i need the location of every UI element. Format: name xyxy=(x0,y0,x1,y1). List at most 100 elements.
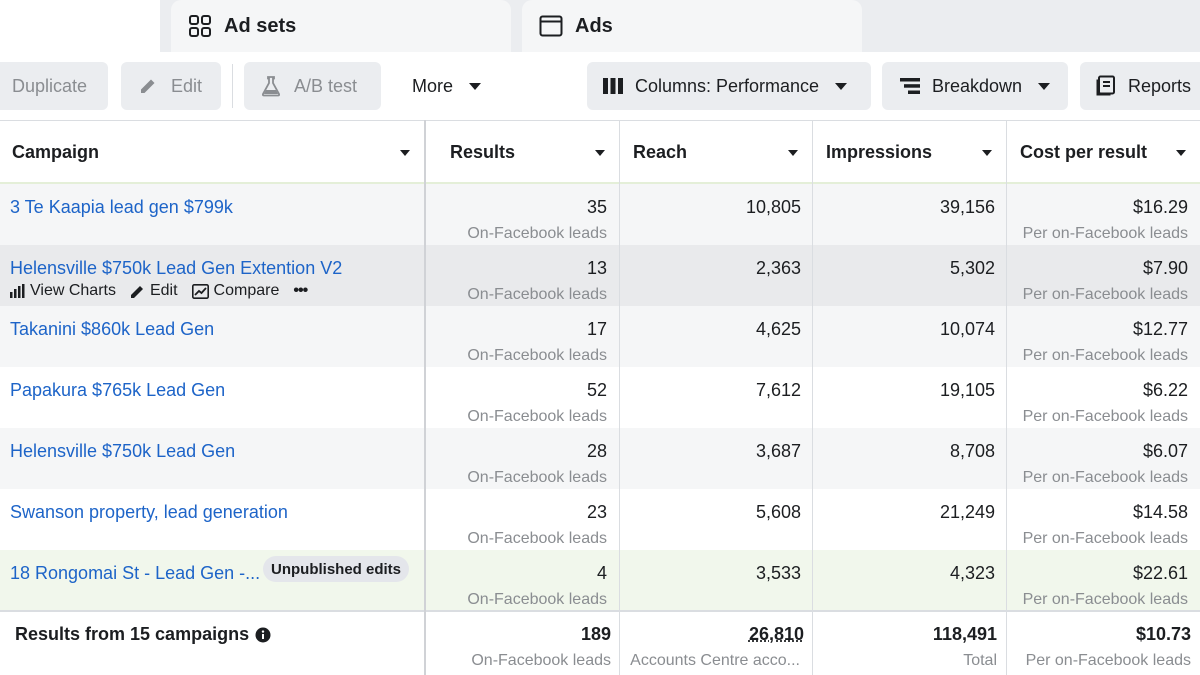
footer-label: Results from 15 campaigns xyxy=(15,624,271,645)
more-actions-icon[interactable]: ••• xyxy=(293,282,308,299)
edit-action-label: Edit xyxy=(149,282,178,299)
caret-down-icon xyxy=(469,82,482,90)
ab-test-button[interactable]: A/B test xyxy=(244,62,381,110)
more-dropdown[interactable]: More xyxy=(398,62,495,110)
impressions-value: 5,302 xyxy=(949,258,995,278)
compare-action[interactable]: Compare xyxy=(191,282,280,300)
view-charts-action[interactable]: View Charts xyxy=(10,282,116,300)
table-row[interactable]: Helensville $750k Lead Gen 28 On-Facebook … xyxy=(0,428,1200,489)
header-cost-label: Cost per result xyxy=(1020,141,1148,162)
grid-icon xyxy=(188,14,212,38)
reach-value: 7,612 xyxy=(755,380,801,400)
sort-caret-icon xyxy=(1176,150,1186,156)
duplicate-label: Duplicate xyxy=(12,75,88,96)
edit-action[interactable]: Edit xyxy=(130,282,178,300)
sort-caret-icon xyxy=(982,150,992,156)
duplicate-button[interactable]: Duplicate xyxy=(0,62,108,110)
cost-per-result-value: $16.29 xyxy=(1132,197,1188,217)
campaign-name-link[interactable]: 3 Te Kaapia lead gen $799k xyxy=(10,197,233,217)
more-label: More xyxy=(412,75,454,96)
results-value: 4 xyxy=(596,563,607,583)
reports-dropdown[interactable]: Reports xyxy=(1080,62,1200,110)
column-divider xyxy=(812,120,813,675)
impressions-value: 21,249 xyxy=(939,502,995,522)
breakdown-label: Breakdown xyxy=(932,75,1023,96)
column-divider xyxy=(424,120,426,675)
campaign-name-link[interactable]: Swanson property, lead generation xyxy=(10,502,288,522)
footer-reach-value: 26,810 xyxy=(748,624,804,644)
toolbar-divider xyxy=(232,64,233,108)
edit-button[interactable]: Edit xyxy=(121,62,221,110)
columns-dropdown[interactable]: Columns: Performance xyxy=(587,62,871,110)
results-value: 23 xyxy=(586,502,607,522)
ab-test-label: A/B test xyxy=(294,75,358,96)
cost-per-result-type: Per on-Facebook leads xyxy=(1022,408,1188,425)
footer-impressions-sub: Total xyxy=(963,652,997,669)
results-type: On-Facebook leads xyxy=(467,591,607,608)
table-row[interactable]: Swanson property, lead generation 23 On-Fa… xyxy=(0,489,1200,550)
cost-per-result-value: $7.90 xyxy=(1142,258,1188,278)
caret-down-icon xyxy=(1038,82,1051,90)
view-charts-label: View Charts xyxy=(30,282,116,299)
table-row[interactable]: Papakura $765k Lead Gen 52 On-Facebook lea… xyxy=(0,367,1200,428)
header-impressions[interactable]: Impressions xyxy=(812,121,1006,183)
breakdown-dropdown[interactable]: Breakdown xyxy=(882,62,1068,110)
header-reach-label: Reach xyxy=(633,141,688,162)
compare-label: Compare xyxy=(213,282,280,299)
campaign-name-link[interactable]: Helensville $750k Lead Gen Extention V2 xyxy=(10,258,343,278)
tab-ad-sets[interactable]: Ad sets xyxy=(171,0,511,52)
reach-value: 3,687 xyxy=(755,441,801,461)
reach-value: 5,608 xyxy=(755,502,801,522)
level-tabs: Ad sets Ads xyxy=(0,0,1200,52)
campaign-name-link[interactable]: Takanini $860k Lead Gen xyxy=(10,319,215,339)
compare-chart-icon xyxy=(191,283,209,299)
header-cost-per-result[interactable]: Cost per result xyxy=(1006,121,1200,183)
columns-label: Columns: Performance xyxy=(635,75,820,96)
impressions-value: 8,708 xyxy=(949,441,995,461)
cost-per-result-type: Per on-Facebook leads xyxy=(1022,286,1188,303)
campaign-name-link[interactable]: Papakura $765k Lead Gen xyxy=(10,380,226,400)
cost-per-result-type: Per on-Facebook leads xyxy=(1022,347,1188,364)
cost-per-result-value: $6.22 xyxy=(1142,380,1188,400)
impressions-value: 10,074 xyxy=(939,319,995,339)
tab-ads-label: Ads xyxy=(575,14,613,37)
header-campaign[interactable]: Campaign xyxy=(12,121,424,183)
results-type: On-Facebook leads xyxy=(467,469,607,486)
table-row[interactable]: 18 Rongomai St - Lead Gen -... Unpublishe… xyxy=(0,550,1200,611)
cost-per-result-type: Per on-Facebook leads xyxy=(1022,225,1188,242)
header-results[interactable]: Results xyxy=(426,121,619,183)
sort-caret-icon xyxy=(595,150,605,156)
results-value: 52 xyxy=(586,380,607,400)
footer-results: 189 xyxy=(580,624,611,644)
results-value: 35 xyxy=(586,197,607,217)
column-divider xyxy=(1006,120,1007,675)
results-type: On-Facebook leads xyxy=(467,408,607,425)
footer-reach-sub: Accounts Centre acco... xyxy=(630,652,800,669)
row-actions: View Charts Edit Compare ••• xyxy=(10,282,321,300)
toolbar: Duplicate Edit A/B test More Columns: Pe… xyxy=(0,52,1200,120)
footer-cost: $10.73 xyxy=(1135,624,1191,644)
header-reach[interactable]: Reach xyxy=(619,121,812,183)
campaign-name-link[interactable]: 18 Rongomai St - Lead Gen -... xyxy=(10,563,261,583)
table-row[interactable]: Helensville $750k Lead Gen Extention V2 V… xyxy=(0,245,1200,306)
table-header: Campaign Results Reach Impressions Cost … xyxy=(0,120,1200,184)
cost-per-result-type: Per on-Facebook leads xyxy=(1022,469,1188,486)
results-value: 13 xyxy=(586,258,607,278)
tab-ads[interactable]: Ads xyxy=(522,0,862,52)
results-type: On-Facebook leads xyxy=(467,530,607,547)
cost-per-result-value: $22.61 xyxy=(1132,563,1188,583)
impressions-value: 4,323 xyxy=(949,563,995,583)
cost-per-result-value: $12.77 xyxy=(1132,319,1188,339)
pencil-icon xyxy=(137,75,159,97)
table-row[interactable]: 3 Te Kaapia lead gen $799k 35 On-Facebook … xyxy=(0,184,1200,245)
cost-per-result-type: Per on-Facebook leads xyxy=(1022,530,1188,547)
flask-icon xyxy=(260,75,282,97)
info-icon[interactable] xyxy=(255,627,271,643)
columns-icon xyxy=(601,74,625,98)
footer-reach[interactable]: 26,810 xyxy=(619,624,804,645)
table-row[interactable]: Takanini $860k Lead Gen 17 On-Facebook lea… xyxy=(0,306,1200,367)
reports-icon xyxy=(1094,74,1118,98)
campaign-name-link[interactable]: Helensville $750k Lead Gen xyxy=(10,441,236,461)
bar-chart-icon xyxy=(10,284,25,298)
results-value: 28 xyxy=(586,441,607,461)
